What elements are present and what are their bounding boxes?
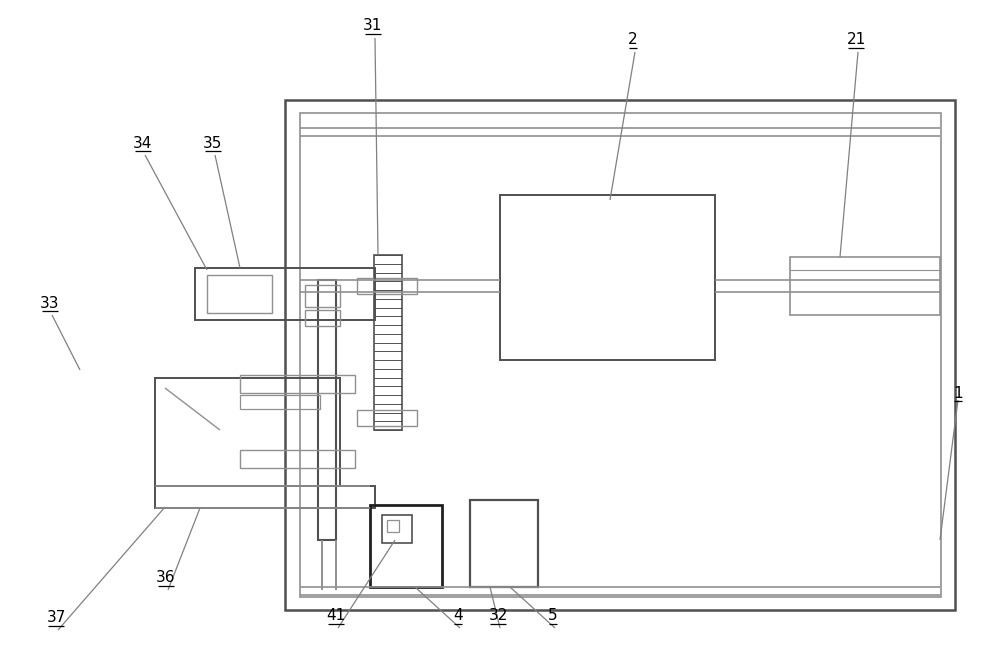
Text: 2: 2 [628,33,638,48]
Text: 21: 21 [846,33,866,48]
Bar [305,310,340,326]
Bar [374,255,402,430]
Text: 1: 1 [953,385,963,400]
Bar [195,268,375,320]
Bar [357,278,417,294]
Bar [240,375,355,393]
Bar [155,378,340,486]
Bar [387,520,399,532]
Text: 41: 41 [326,609,346,624]
Bar [207,275,272,313]
Bar [305,285,340,307]
Bar [155,486,375,508]
Text: 5: 5 [548,609,558,624]
Bar [300,113,941,597]
Bar [240,395,320,409]
Bar [470,500,538,587]
Text: 33: 33 [40,296,60,310]
Bar [240,450,355,468]
Bar [382,515,412,543]
Bar [318,280,336,540]
Text: 31: 31 [363,18,383,33]
Bar [370,505,442,587]
Bar [500,195,715,360]
Text: 37: 37 [46,611,66,626]
Text: 36: 36 [156,571,176,586]
Bar [790,257,940,315]
Text: 35: 35 [203,136,223,150]
Text: 32: 32 [488,609,508,624]
Bar [357,410,417,426]
Text: 34: 34 [133,136,153,150]
Text: 4: 4 [453,609,463,624]
Bar [285,100,955,610]
